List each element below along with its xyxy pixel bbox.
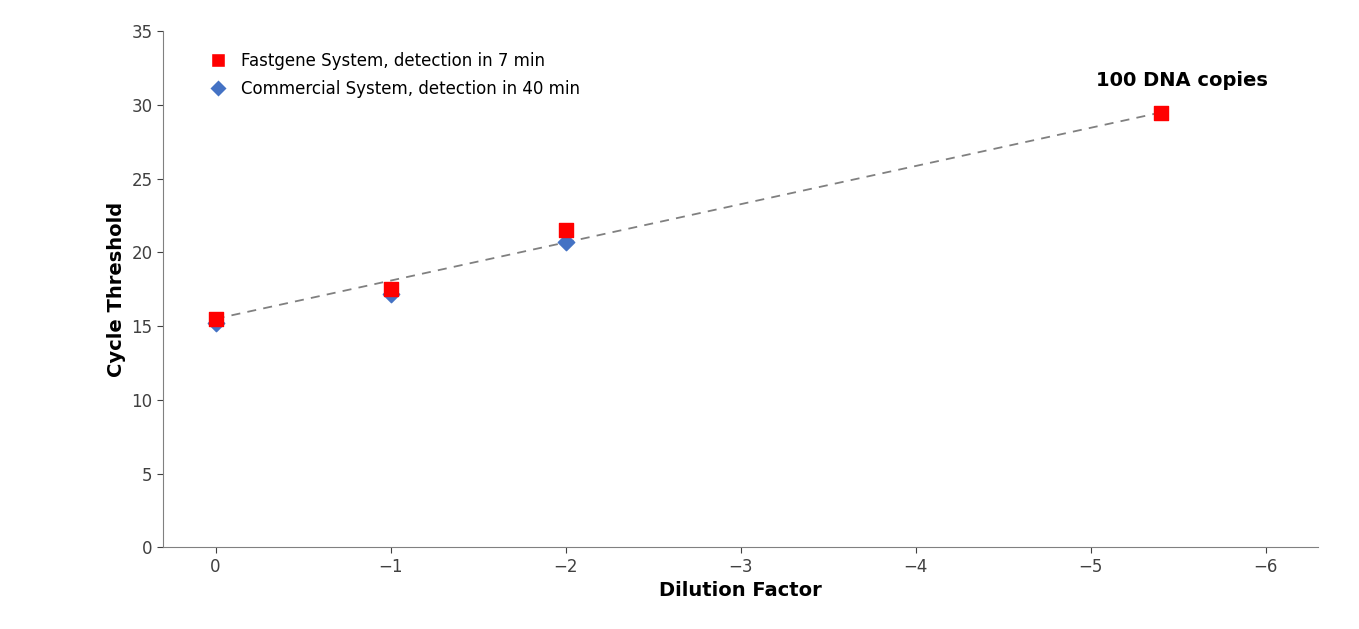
X-axis label: Dilution Factor: Dilution Factor xyxy=(659,581,822,600)
Y-axis label: Cycle Threshold: Cycle Threshold xyxy=(107,202,126,377)
Point xyxy=(1150,108,1171,118)
Legend: Fastgene System, detection in 7 min, Commercial System, detection in 40 min: Fastgene System, detection in 7 min, Com… xyxy=(194,45,587,104)
Point xyxy=(205,314,227,324)
Text: 100 DNA copies: 100 DNA copies xyxy=(1095,72,1268,91)
Point xyxy=(554,225,576,235)
Point xyxy=(379,289,401,299)
Point xyxy=(379,284,401,294)
Point xyxy=(554,237,576,247)
Point xyxy=(205,318,227,328)
